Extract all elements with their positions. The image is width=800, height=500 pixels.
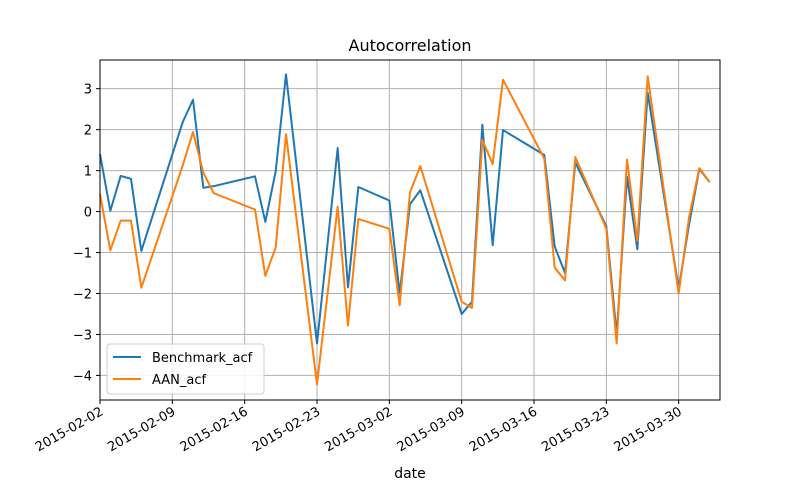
y-tick-label: 0 bbox=[84, 206, 92, 221]
x-tick-label: 2015-02-02 bbox=[33, 404, 106, 455]
x-tick-label: 2015-03-30 bbox=[612, 404, 685, 455]
legend-label-aan-acf: AAN_acf bbox=[152, 373, 206, 388]
y-axis-ticks: 3 2 1 0 −1 −2 −3 −4 bbox=[73, 83, 100, 384]
x-tick-label: 2015-02-16 bbox=[178, 404, 251, 455]
plot-frame bbox=[99, 59, 721, 401]
chart-title: Autocorrelation bbox=[349, 36, 472, 55]
legend-label-benchmark-acf: Benchmark_acf bbox=[152, 351, 253, 366]
y-tick-label: −1 bbox=[73, 247, 92, 262]
series-line-aan-acf bbox=[99, 75, 711, 386]
x-tick-label: 2015-02-09 bbox=[105, 404, 178, 455]
x-tick-label: 2015-02-23 bbox=[250, 404, 323, 455]
legend-box bbox=[106, 343, 265, 395]
y-tick-label: −2 bbox=[73, 287, 92, 302]
legend: Benchmark_acf AAN_acf bbox=[106, 343, 265, 395]
x-axis-label: date bbox=[394, 466, 426, 482]
y-tick-label: −3 bbox=[73, 328, 92, 343]
y-tick-label: 2 bbox=[84, 124, 92, 139]
y-tick-label: 1 bbox=[84, 165, 92, 180]
x-tick-label: 2015-03-02 bbox=[322, 404, 395, 455]
y-tick-label: −4 bbox=[73, 369, 92, 384]
x-tick-label: 2015-03-09 bbox=[395, 404, 468, 455]
x-tick-label: 2015-03-23 bbox=[539, 404, 612, 455]
y-tick-label: 3 bbox=[84, 83, 92, 98]
x-axis-ticks: 2015-02-02 2015-02-09 2015-02-16 2015-02-23… bbox=[33, 400, 685, 455]
x-tick-label: 2015-03-16 bbox=[467, 404, 540, 455]
series-layer bbox=[99, 73, 711, 386]
